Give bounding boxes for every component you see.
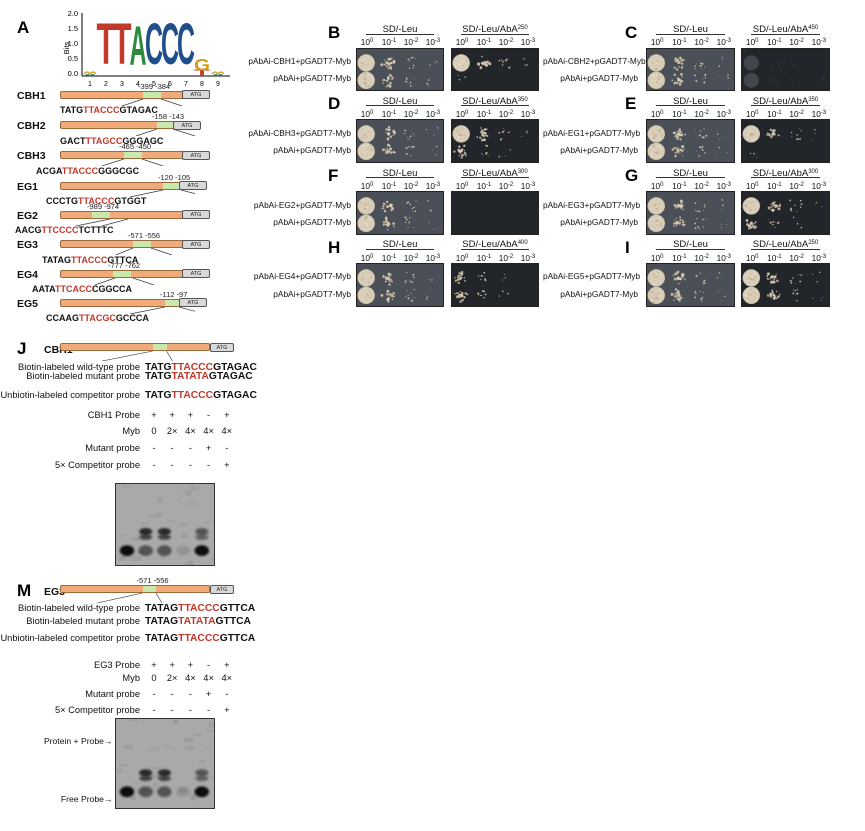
svg-text:1.5: 1.5	[68, 24, 78, 33]
svg-text:C: C	[177, 12, 195, 77]
svg-text:2.0: 2.0	[68, 9, 78, 18]
svg-text:A: A	[130, 14, 147, 77]
svg-text:Bits: Bits	[62, 42, 71, 55]
